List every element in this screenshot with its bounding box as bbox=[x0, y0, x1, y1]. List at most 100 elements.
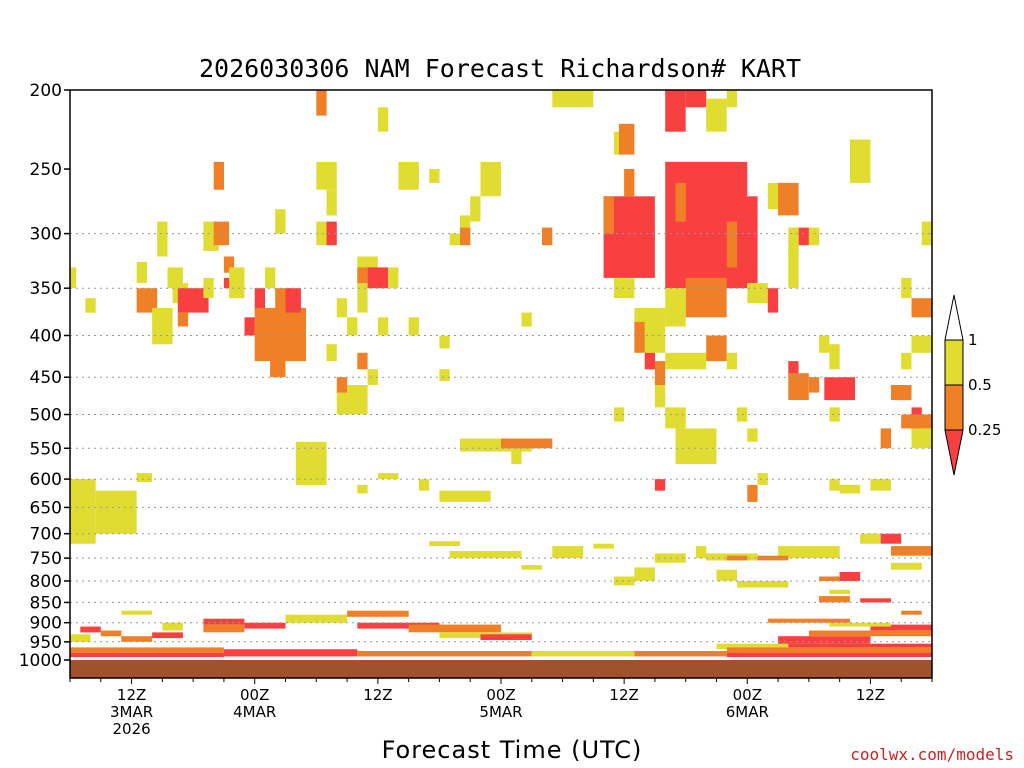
heatmap-cell bbox=[808, 630, 932, 637]
heatmap-cell bbox=[921, 221, 932, 246]
heatmap-cell bbox=[860, 598, 891, 603]
heatmap-cell bbox=[675, 182, 686, 222]
heatmap-cell bbox=[603, 196, 614, 234]
heatmap-cell bbox=[634, 321, 645, 353]
y-tick-label: 950 bbox=[30, 633, 62, 653]
heatmap-cell bbox=[336, 298, 348, 318]
heatmap-cell bbox=[357, 622, 440, 629]
heatmap-cell bbox=[223, 256, 235, 273]
heatmap-cell bbox=[824, 377, 856, 401]
heatmap-cell bbox=[357, 352, 368, 370]
heatmap-cell bbox=[665, 352, 707, 370]
heatmap-cell bbox=[136, 288, 158, 313]
heatmap-cell bbox=[521, 565, 542, 570]
heatmap-cell bbox=[223, 277, 235, 289]
heatmap-cell bbox=[880, 533, 902, 544]
x-axis-label: Forecast Time (UTC) bbox=[382, 736, 643, 764]
heatmap-cell bbox=[891, 562, 922, 570]
heatmap-cell bbox=[619, 123, 635, 155]
heatmap-cell bbox=[654, 385, 666, 408]
heatmap-cell bbox=[716, 643, 789, 650]
heatmap-cell bbox=[285, 614, 348, 623]
heatmap-cell bbox=[901, 352, 912, 370]
heatmap-cell bbox=[347, 610, 409, 617]
heatmap-cell bbox=[254, 307, 306, 362]
heatmap-cell bbox=[911, 428, 932, 449]
heatmap-cell bbox=[70, 647, 224, 653]
heatmap-cell bbox=[418, 479, 430, 491]
heatmap-cell bbox=[326, 189, 337, 216]
heatmap-cell bbox=[136, 473, 153, 482]
colorbar-below-0.25 bbox=[944, 429, 964, 476]
heatmap-cell bbox=[870, 479, 891, 491]
heatmap-cell bbox=[870, 624, 932, 631]
heatmap-cell bbox=[152, 307, 173, 345]
heatmap-cell bbox=[726, 652, 932, 658]
heatmap-cell bbox=[767, 288, 779, 313]
heatmap-cell bbox=[767, 618, 850, 623]
heatmap-cell bbox=[624, 169, 635, 197]
heatmap-cell bbox=[839, 572, 861, 581]
heatmap-cell bbox=[388, 267, 399, 289]
heatmap-cell bbox=[716, 569, 737, 581]
heatmap-cell bbox=[819, 596, 850, 603]
heatmap-cell bbox=[347, 317, 358, 336]
heatmap-cell bbox=[808, 227, 820, 246]
heatmap-cell bbox=[644, 352, 655, 370]
heatmap-cell bbox=[726, 647, 932, 653]
colorbar-above-1 bbox=[944, 294, 964, 341]
heatmap-cell bbox=[819, 576, 840, 581]
heatmap-cell bbox=[295, 441, 327, 485]
heatmap-cell bbox=[531, 651, 635, 657]
heatmap-cell bbox=[316, 221, 327, 246]
x-tick-label: 4MAR bbox=[233, 703, 276, 721]
heatmap-cell bbox=[654, 361, 666, 385]
heatmap-cell bbox=[377, 317, 389, 336]
heatmap-cell bbox=[901, 610, 922, 615]
heatmap-cell bbox=[408, 317, 419, 336]
heatmap-cell bbox=[634, 651, 727, 657]
heatmap-cell bbox=[244, 317, 255, 336]
heatmap-cell bbox=[593, 543, 614, 549]
heatmap-cell bbox=[244, 622, 286, 629]
heatmap-cell bbox=[408, 624, 501, 633]
heatmap-cell bbox=[429, 169, 440, 183]
heatmap-cell bbox=[398, 161, 419, 190]
x-tick-label: 00Z bbox=[733, 686, 762, 704]
y-tick-label: 750 bbox=[30, 549, 62, 569]
y-tick-label: 650 bbox=[30, 498, 62, 518]
heatmap-cell bbox=[819, 335, 830, 353]
heatmap-cell bbox=[788, 227, 799, 257]
heatmap-cell bbox=[80, 626, 101, 633]
colorbar-label-1: 1 bbox=[968, 331, 978, 349]
heatmap-cell bbox=[829, 589, 850, 594]
heatmap-cell bbox=[136, 261, 147, 284]
heatmap-cell bbox=[726, 352, 738, 370]
heatmap-cell bbox=[95, 490, 137, 534]
x-tick-label: 00Z bbox=[240, 686, 269, 704]
heatmap-cell bbox=[706, 98, 727, 132]
heatmap-cell bbox=[613, 277, 635, 299]
heatmap-cell bbox=[880, 428, 891, 449]
x-tick-label: 12Z bbox=[609, 686, 638, 704]
heatmap-cell bbox=[788, 245, 799, 289]
heatmap-cell bbox=[552, 546, 584, 559]
colorbar-legend: 1 0.5 0.25 bbox=[944, 294, 1001, 476]
heatmap-cell bbox=[737, 581, 789, 588]
heatmap-cell bbox=[798, 227, 809, 246]
x-tick-label: 00Z bbox=[486, 686, 515, 704]
heatmap-cell bbox=[213, 161, 224, 190]
heatmap-cell bbox=[675, 553, 686, 563]
x-tick-label: 12Z bbox=[856, 686, 885, 704]
heatmap-cell bbox=[254, 288, 265, 313]
heatmap-cell bbox=[439, 335, 450, 349]
heatmap-cell bbox=[685, 90, 707, 108]
heatmap-cell bbox=[726, 90, 738, 108]
heatmap-cell bbox=[891, 546, 932, 556]
heatmap-cell bbox=[511, 451, 522, 464]
heatmap-cell bbox=[229, 267, 245, 299]
heatmap-cell bbox=[367, 267, 389, 289]
heatmap-cell bbox=[696, 546, 707, 559]
heatmap-cell bbox=[316, 161, 337, 190]
colorbar-0.5-to-1 bbox=[944, 339, 964, 386]
